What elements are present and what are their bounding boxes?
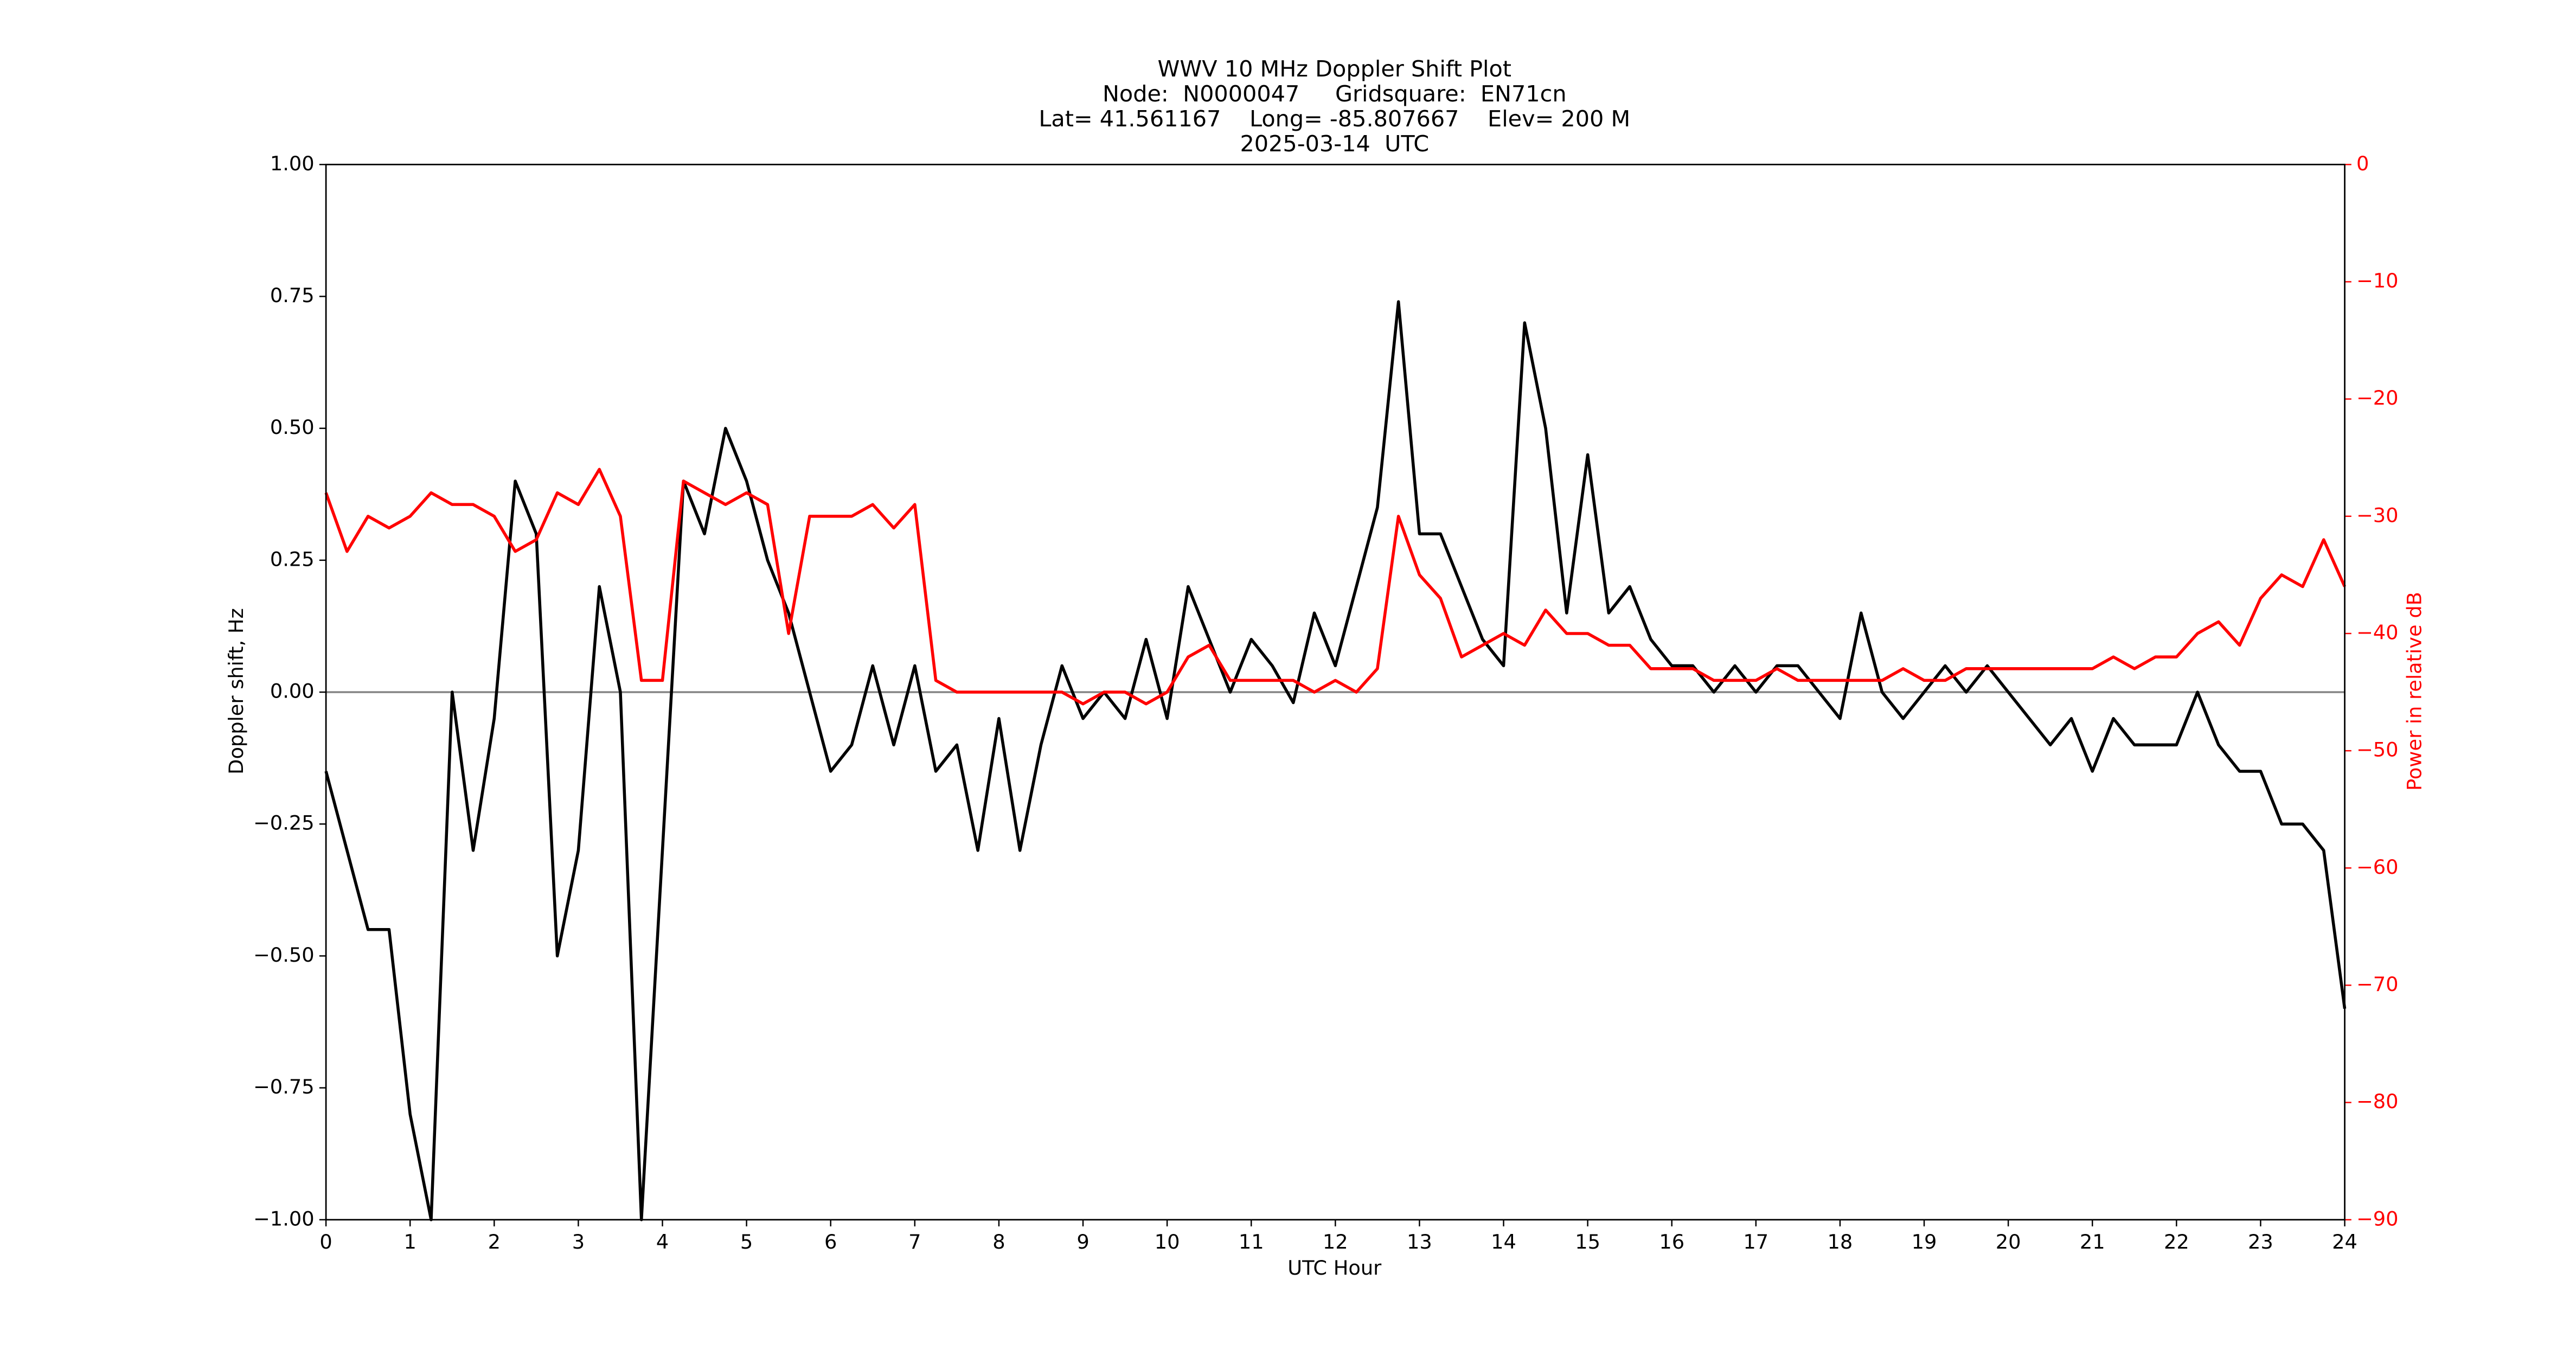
data-line — [324, 468, 2347, 706]
y-tick-label: −1.00 — [253, 1207, 315, 1230]
x-tick-label: 10 — [1155, 1230, 1180, 1253]
y-tick-label: −0.25 — [253, 811, 315, 835]
x-tick-label: 14 — [1491, 1230, 1516, 1253]
y2-tick-label: −80 — [2356, 1090, 2399, 1113]
y2-tick-label: −20 — [2356, 386, 2399, 410]
y-tick-label: 1.00 — [270, 152, 315, 175]
x-tick-label: 6 — [824, 1230, 837, 1253]
x-tick-label: 1 — [404, 1230, 416, 1253]
y2-tick-label: −90 — [2356, 1207, 2399, 1230]
y2-tick-label: −70 — [2356, 973, 2399, 996]
y2-tick-label: −10 — [2356, 269, 2399, 292]
y-tick-label: 0.50 — [270, 415, 315, 439]
x-tick-label: 17 — [1743, 1230, 1768, 1253]
y-tick-label: 0.00 — [270, 680, 315, 703]
y2-tick-label: −40 — [2356, 621, 2399, 644]
x-tick-label: 7 — [908, 1230, 921, 1253]
y2-tick-label: 0 — [2356, 152, 2369, 175]
chart-title: WWV 10 MHz Doppler Shift Plot — [1158, 56, 1512, 82]
x-tick-label: 12 — [1323, 1230, 1348, 1253]
y-tick-label: −0.50 — [253, 943, 315, 967]
y2-tick-label: −30 — [2356, 503, 2399, 527]
x-tick-label: 16 — [1659, 1230, 1684, 1253]
chart-title: Lat= 41.561167 Long= -85.807667 Elev= 20… — [1039, 106, 1630, 132]
x-tick-label: 11 — [1239, 1230, 1264, 1253]
x-tick-label: 9 — [1076, 1230, 1089, 1253]
y-tick-label: −0.75 — [253, 1075, 315, 1098]
y2-tick-label: −60 — [2356, 855, 2399, 879]
x-tick-label: 21 — [2080, 1230, 2105, 1253]
chart-title: Node: N0000047 Gridsquare: EN71cn — [1103, 81, 1567, 107]
x-tick-label: 2 — [488, 1230, 501, 1253]
x-tick-label: 3 — [572, 1230, 585, 1253]
x-tick-label: 5 — [740, 1230, 753, 1253]
x-tick-label: 0 — [319, 1230, 332, 1253]
x-tick-label: 4 — [656, 1230, 669, 1253]
x-tick-label: 24 — [2332, 1230, 2357, 1253]
x-tick-label: 8 — [992, 1230, 1005, 1253]
x-axis-label: UTC Hour — [1287, 1256, 1382, 1280]
y-axis-label: Doppler shift, Hz — [225, 608, 248, 775]
y-tick-label: 0.25 — [270, 547, 315, 571]
x-tick-label: 22 — [2164, 1230, 2189, 1253]
y2-tick-label: −50 — [2356, 738, 2399, 762]
x-tick-label: 19 — [1912, 1230, 1937, 1253]
x-tick-label: 23 — [2248, 1230, 2273, 1253]
x-tick-label: 18 — [1828, 1230, 1853, 1253]
y2-axis-label: Power in relative dB — [2402, 592, 2426, 791]
plot-frame — [325, 163, 2346, 1221]
x-tick-label: 20 — [1996, 1230, 2021, 1253]
y-tick-label: 0.75 — [270, 284, 315, 307]
data-line — [324, 300, 2347, 1221]
chart-title: 2025-03-14 UTC — [1240, 131, 1429, 157]
x-tick-label: 15 — [1575, 1230, 1600, 1253]
x-tick-label: 13 — [1407, 1230, 1432, 1253]
